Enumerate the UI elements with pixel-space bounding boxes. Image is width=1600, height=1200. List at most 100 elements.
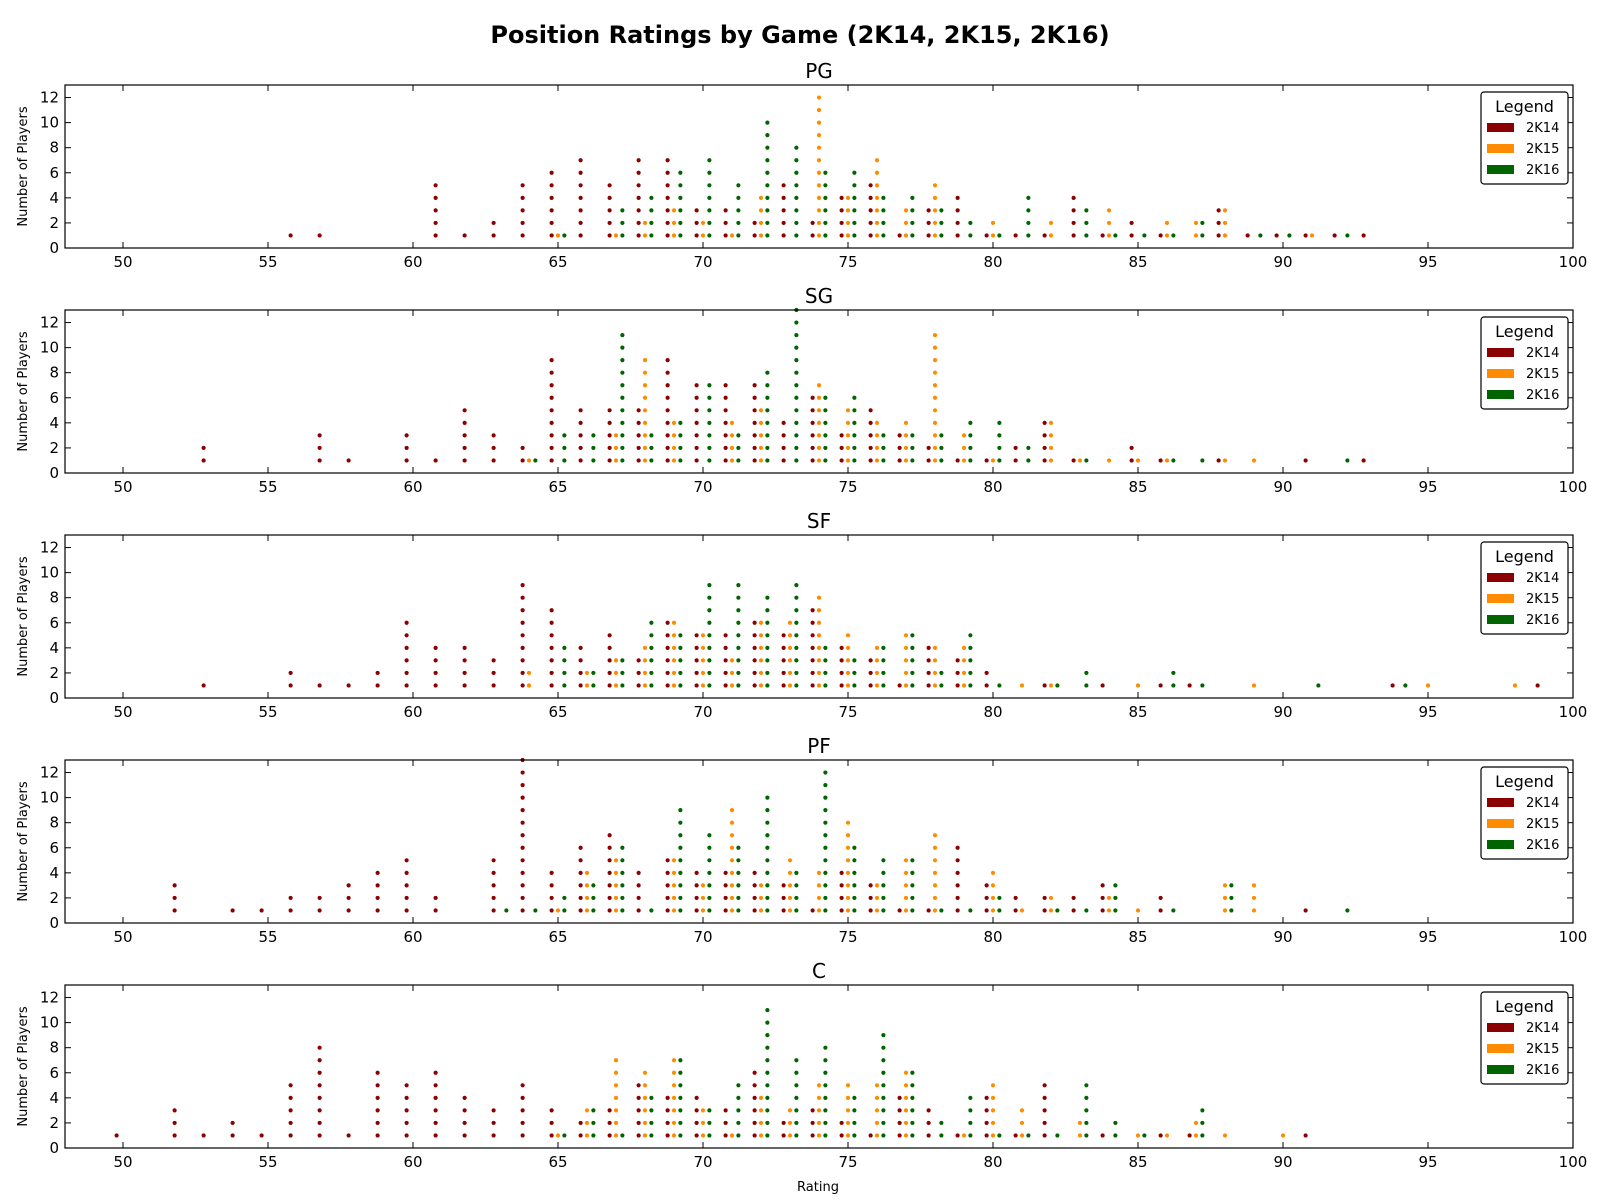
dot-2k15-66-2 [584, 1120, 590, 1126]
dot-2k14-63-2 [491, 220, 496, 226]
dot-2k16-74-2 [823, 445, 828, 451]
series-2k15-c [555, 1058, 1286, 1138]
dot-2k16-83-2 [1084, 670, 1089, 676]
dot-2k14-69-5 [665, 408, 670, 413]
dot-2k14-69-8 [665, 370, 670, 375]
dot-2k14-65-1 [549, 1133, 554, 1138]
dot-2k15-70-1 [700, 683, 706, 688]
dot-2k14-94-1 [1390, 683, 1395, 688]
dot-2k14-65-1 [549, 683, 554, 688]
dot-2k15-89-1 [1251, 683, 1257, 688]
dot-2k15-80-1 [990, 908, 996, 913]
dot-2k14-67-2 [607, 670, 612, 676]
dot-2k14-72-2 [752, 445, 757, 451]
dot-2k15-88-3 [1222, 883, 1228, 888]
dot-2k15-78-9 [932, 358, 938, 363]
dot-2k16-83-1 [1084, 683, 1089, 688]
y-tick-label-sg-0: 0 [49, 464, 59, 482]
dot-2k14-91-1 [1303, 458, 1308, 463]
dot-2k14-65-9 [549, 358, 554, 363]
dot-2k16-76-9 [881, 1033, 886, 1038]
dot-2k16-74-2 [823, 895, 828, 901]
y-axis-label-pf: Number of Players [16, 781, 31, 901]
dot-2k16-78-3 [939, 208, 944, 213]
dot-2k16-67-11 [620, 332, 625, 338]
dot-2k15-71-1 [729, 908, 735, 913]
dot-2k15-85-1 [1135, 908, 1141, 913]
dot-2k16-74-7 [823, 833, 828, 838]
dot-2k14-79-1 [955, 908, 960, 913]
dot-2k14-73-1 [781, 1133, 786, 1138]
dot-2k16-80-2 [997, 445, 1002, 451]
dot-2k15-78-2 [932, 445, 938, 451]
dot-2k15-82-1 [1048, 683, 1054, 688]
dot-2k16-71-5 [736, 858, 741, 863]
dot-2k15-75-3 [845, 1108, 851, 1113]
dot-2k15-69-6 [671, 1070, 677, 1075]
dot-2k14-64-9 [520, 583, 525, 588]
x-tick-label-sf-60: 60 [403, 703, 422, 721]
dot-2k16-79-2 [968, 445, 973, 451]
dot-2k14-64-5 [520, 633, 525, 638]
dot-2k16-91-1 [1316, 683, 1321, 688]
dot-2k15-67-7 [613, 1058, 619, 1063]
dot-2k15-78-5 [932, 183, 938, 188]
dot-2k14-77-1 [897, 233, 902, 238]
dot-2k15-70-1 [700, 1133, 706, 1138]
panel-title-sg: SG [805, 284, 833, 308]
dot-2k14-62-2 [462, 670, 467, 676]
dot-2k15-69-1 [671, 683, 677, 688]
dot-2k16-69-3 [678, 658, 683, 663]
dot-2k15-88-1 [1222, 458, 1228, 463]
dot-2k14-67-5 [607, 858, 612, 863]
y-tick-label-c-8: 8 [49, 1039, 59, 1057]
dot-2k14-60-2 [404, 895, 409, 901]
legend-swatch-2k16-c [1487, 1065, 1514, 1074]
dot-2k16-71-1 [736, 458, 741, 463]
dot-2k14-67-1 [607, 458, 612, 463]
dot-2k14-74-7 [810, 608, 815, 613]
dot-2k14-66-2 [578, 895, 583, 901]
dot-2k15-81-1 [1019, 908, 1025, 913]
dot-2k14-69-1 [665, 908, 670, 913]
dot-2k15-75-1 [845, 908, 851, 913]
dot-2k16-73-1 [794, 233, 799, 238]
dot-2k16-76-1 [881, 458, 886, 463]
dot-2k14-68-5 [636, 183, 641, 188]
dot-2k14-66-2 [578, 445, 583, 451]
dot-2k16-67-3 [620, 433, 625, 438]
dot-2k14-68-2 [636, 895, 641, 901]
dot-2k15-77-5 [903, 1083, 909, 1088]
dot-2k14-69-2 [665, 670, 670, 676]
dot-2k16-76-1 [881, 233, 886, 238]
dot-2k15-75-1 [845, 233, 851, 238]
dot-2k16-71-1 [736, 683, 741, 688]
dot-2k15-71-3 [729, 658, 735, 663]
dot-2k14-72-3 [752, 883, 757, 888]
dot-2k14-79-4 [955, 195, 960, 200]
dot-2k14-64-6 [520, 620, 525, 625]
dot-2k15-70-2 [700, 1120, 706, 1126]
dot-2k14-67-6 [607, 845, 612, 850]
dot-2k14-78-3 [926, 658, 931, 663]
dot-2k14-72-5 [752, 408, 757, 413]
x-tick-label-sg-50: 50 [113, 478, 132, 496]
dot-2k16-76-2 [881, 220, 886, 226]
dot-2k14-69-5 [665, 858, 670, 863]
dot-2k14-84-2 [1100, 895, 1105, 901]
dot-2k14-66-3 [578, 883, 583, 888]
dot-2k14-78-4 [926, 645, 931, 650]
dot-2k15-87-1 [1193, 1133, 1199, 1138]
dot-2k14-65-4 [549, 420, 554, 425]
dot-2k14-57-1 [317, 683, 322, 688]
dot-2k16-73-5 [794, 633, 799, 638]
dot-2k14-66-4 [578, 645, 583, 650]
dot-2k16-63-1 [504, 908, 509, 913]
dot-2k16-87-2 [1200, 220, 1205, 226]
y-tick-label-pg-8: 8 [49, 139, 59, 157]
dot-2k14-67-4 [607, 870, 612, 875]
dot-2k15-71-3 [729, 883, 735, 888]
